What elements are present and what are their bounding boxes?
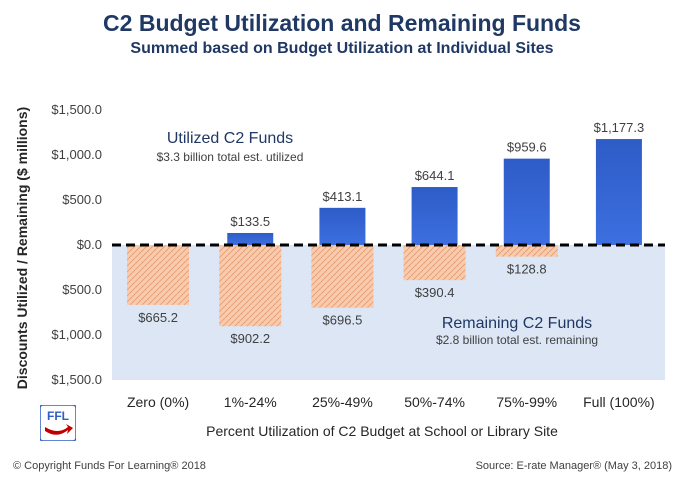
chart-title: C2 Budget Utilization and Remaining Fund… [103, 10, 581, 36]
bar-remaining [127, 245, 190, 305]
bar-remaining [403, 245, 466, 281]
x-category-label: 50%-74% [404, 394, 465, 410]
bar-remaining [311, 245, 374, 308]
y-tick-label: $1,000.0 [51, 327, 102, 342]
x-category-label: Zero (0%) [127, 394, 189, 410]
copyright-text: © Copyright Funds For Learning® 2018 [13, 460, 206, 472]
data-label-remaining: $665.2 [138, 310, 178, 325]
x-category-label: 25%-49% [312, 394, 373, 410]
y-tick-label: $1,000.0 [51, 147, 102, 162]
source-text: Source: E-rate Manager® (May 3, 2018) [475, 460, 672, 472]
x-category-label: Full (100%) [583, 394, 655, 410]
ffl-logo: FFL [40, 405, 76, 441]
bar-utilized [227, 232, 274, 245]
bar-remaining [495, 245, 558, 257]
data-label-remaining: $128.8 [507, 262, 547, 277]
data-label-remaining: $902.2 [230, 331, 270, 346]
chart-subtitle: Summed based on Budget Utilization at In… [130, 40, 554, 57]
bar-utilized [503, 158, 550, 245]
x-category-label: 75%-99% [496, 394, 557, 410]
annotation-utilized-title: Utilized C2 Funds [167, 130, 293, 147]
data-label-utilized: $413.1 [323, 189, 363, 204]
data-label-utilized: $133.5 [230, 214, 270, 229]
x-category-label: 1%-24% [224, 394, 277, 410]
bar-utilized [411, 187, 458, 245]
y-axis-ticks: $1,500.0 $1,000.0 $500.0 $0.0 $500.0 $1,000.0… [51, 102, 102, 387]
data-label-utilized: $1,177.3 [594, 120, 645, 135]
data-label-remaining: $390.4 [415, 285, 455, 300]
svg-text:FFL: FFL [47, 409, 69, 423]
y-axis-title: Discounts Utilized / Remaining ($ millio… [14, 107, 30, 389]
y-tick-label: $500.0 [62, 282, 102, 297]
category-labels: Zero (0%) 1%-24% 25%-49% 50%-74% 75%-99% Full… [127, 394, 655, 410]
negative-region-background [112, 245, 665, 380]
y-tick-label: $500.0 [62, 192, 102, 207]
x-axis-title: Percent Utilization of C2 Budget at Scho… [206, 423, 558, 439]
bar-remaining [219, 245, 282, 327]
data-label-utilized: $644.1 [415, 168, 455, 183]
data-labels: $665.2 $133.5 $902.2 $413.1 $696.5 $644.1 $390… [138, 120, 644, 346]
annotation-utilized-subtitle: $3.3 billion total est. utilized [157, 150, 304, 164]
y-tick-label: $1,500.0 [51, 102, 102, 117]
bar-utilized [595, 139, 642, 245]
data-label-remaining: $696.5 [323, 313, 363, 328]
y-tick-label: $0.0 [77, 237, 102, 252]
annotation-remaining-subtitle: $2.8 billion total est. remaining [436, 333, 598, 347]
data-label-utilized: $959.6 [507, 140, 547, 155]
y-tick-label: $1,500.0 [51, 372, 102, 387]
bar-utilized [319, 207, 366, 245]
bars [127, 139, 642, 327]
annotation-remaining-title: Remaining C2 Funds [442, 315, 592, 332]
